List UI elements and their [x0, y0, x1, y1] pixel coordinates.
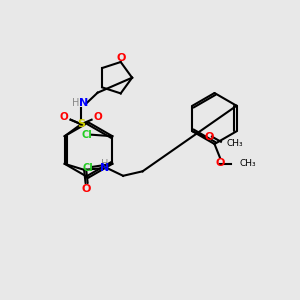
Text: N: N: [100, 163, 109, 173]
Text: O: O: [116, 53, 125, 63]
Text: H: H: [72, 98, 80, 108]
Text: O: O: [204, 132, 214, 142]
Text: S: S: [77, 119, 85, 129]
Text: Cl: Cl: [82, 130, 92, 140]
Text: CH₃: CH₃: [240, 159, 256, 168]
Text: O: O: [215, 158, 225, 169]
Text: O: O: [94, 112, 103, 122]
Text: H: H: [101, 159, 108, 169]
Text: O: O: [82, 184, 91, 194]
Text: O: O: [60, 112, 68, 122]
Text: CH₃: CH₃: [227, 139, 244, 148]
Text: Cl: Cl: [82, 163, 93, 173]
Text: N: N: [79, 98, 88, 108]
